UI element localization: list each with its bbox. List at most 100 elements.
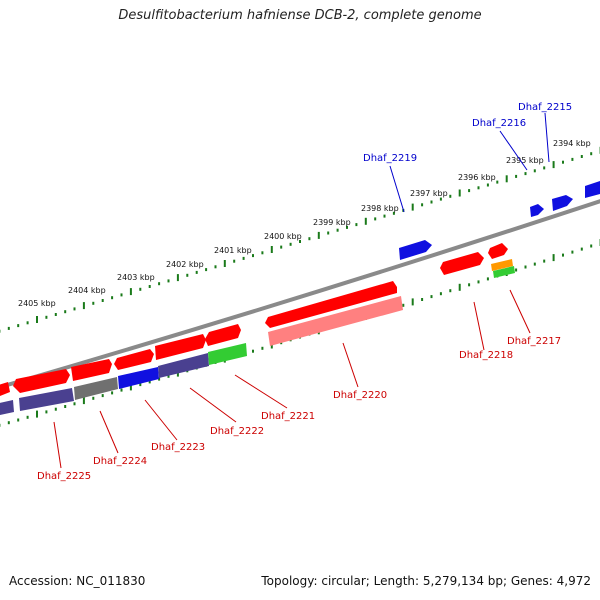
- minor-tick: [252, 254, 254, 258]
- minor-tick: [158, 377, 161, 381]
- gene-block-dhaf-2221[interactable]: [208, 343, 247, 365]
- minor-tick: [120, 293, 123, 297]
- minor-tick: [308, 237, 311, 241]
- minor-tick: [580, 247, 583, 251]
- gene-label[interactable]: Dhaf_2222: [210, 426, 264, 437]
- minor-tick: [64, 405, 67, 408]
- gene-arrow-upper-a[interactable]: [0, 382, 10, 398]
- kbp-label: 2404 kbp: [68, 286, 106, 295]
- minor-tick: [64, 310, 67, 314]
- kbp-label: 2402 kbp: [166, 260, 204, 269]
- gene-label[interactable]: Dhaf_2220: [333, 390, 387, 401]
- major-tick: [505, 175, 508, 183]
- gene-label[interactable]: Dhaf_2215: [518, 102, 572, 113]
- outer-tick-row: [0, 146, 600, 333]
- callout-line: [189, 387, 237, 423]
- kbp-label: 2397 kbp: [410, 189, 448, 198]
- minor-tick: [73, 307, 76, 311]
- minor-tick: [590, 244, 593, 248]
- genome-backbone: [0, 199, 600, 390]
- minor-tick: [486, 183, 489, 187]
- genome-title: Desulfitobacterium hafniense DCB-2, comp…: [118, 8, 482, 23]
- gene-block-dhaf-2220[interactable]: [268, 296, 403, 346]
- major-tick: [36, 410, 38, 418]
- minor-tick: [233, 259, 236, 263]
- minor-tick: [167, 279, 170, 283]
- gene-arrow-upper-b[interactable]: [13, 369, 70, 393]
- gene-arrow-dhaf-2217-fwd[interactable]: [488, 243, 508, 259]
- minor-tick: [186, 273, 189, 277]
- minor-tick: [205, 268, 208, 272]
- gene-arrow-dhaf-2215[interactable]: [585, 181, 600, 198]
- gene-label[interactable]: Dhaf_2217: [507, 336, 561, 347]
- accession-text: Accession: NC_011830: [9, 574, 146, 588]
- gene-block-dhaf-2222[interactable]: [158, 353, 209, 378]
- gene-label[interactable]: Dhaf_2221: [261, 411, 315, 422]
- kbp-label: 2399 kbp: [313, 218, 351, 227]
- minor-tick: [299, 240, 301, 243]
- forward-strand-genes: [0, 181, 600, 398]
- minor-tick: [392, 211, 395, 215]
- kbp-label: 2405 kbp: [18, 299, 56, 308]
- minor-tick: [54, 313, 57, 316]
- minor-tick: [439, 197, 442, 201]
- minor-tick: [54, 407, 57, 411]
- minor-tick: [26, 321, 29, 325]
- minor-tick: [515, 174, 518, 178]
- minor-tick: [101, 394, 104, 398]
- major-tick: [364, 217, 367, 225]
- callout-line: [342, 342, 359, 388]
- callout-line: [499, 130, 528, 171]
- minor-tick: [92, 396, 95, 400]
- minor-tick: [543, 259, 546, 263]
- callout-line: [473, 301, 485, 351]
- gene-block-dhaf-2224[interactable]: [74, 377, 118, 400]
- kbp-scale: 2394 kbp 2395 kbp 2396 kbp 2397 kbp 2398…: [18, 139, 591, 308]
- minor-tick: [496, 180, 499, 184]
- gene-arrow-upper-d[interactable]: [114, 349, 154, 370]
- minor-tick: [45, 315, 48, 319]
- gene-arrow-dhaf-2219[interactable]: [399, 240, 432, 260]
- gene-arrow-dhaf-2220-fwd[interactable]: [265, 281, 397, 328]
- gene-block-dhaf-2217-green[interactable]: [493, 266, 515, 278]
- minor-tick: [280, 245, 283, 249]
- gene-arrow-dhaf-2218-fwd[interactable]: [440, 252, 484, 275]
- gene-block-dhaf-2223[interactable]: [118, 367, 159, 389]
- major-tick: [270, 246, 273, 253]
- minor-tick: [139, 287, 142, 291]
- minor-tick: [336, 228, 339, 232]
- gene-label[interactable]: Dhaf_2225: [37, 471, 91, 482]
- gene-block-a[interactable]: [0, 400, 14, 416]
- gene-arrow-upper-f[interactable]: [205, 324, 241, 346]
- gene-arrow-dhaf-2216[interactable]: [552, 195, 573, 211]
- minor-tick: [26, 415, 29, 419]
- gene-arrow-upper-c[interactable]: [71, 359, 112, 381]
- minor-tick: [355, 223, 358, 227]
- minor-tick: [92, 301, 95, 305]
- gene-block-dhaf-2225[interactable]: [19, 388, 74, 411]
- kbp-label: 2396 kbp: [458, 173, 496, 182]
- major-tick: [458, 283, 461, 291]
- minor-tick: [524, 172, 527, 176]
- gene-label[interactable]: Dhaf_2224: [93, 456, 147, 467]
- major-tick: [36, 316, 38, 323]
- minor-tick: [468, 283, 471, 287]
- gene-label[interactable]: Dhaf_2219: [363, 153, 417, 164]
- minor-tick: [111, 391, 114, 395]
- gene-label[interactable]: Dhaf_2216: [472, 118, 526, 129]
- gene-label[interactable]: Dhaf_2218: [459, 350, 513, 361]
- callout-line: [234, 374, 288, 409]
- gene-arrow-upper-e[interactable]: [155, 334, 206, 360]
- kbp-label: 2403 kbp: [117, 273, 155, 282]
- gene-block-dhaf-2217-orange[interactable]: [491, 259, 513, 271]
- gene-label[interactable]: Dhaf_2223: [151, 442, 205, 453]
- minor-tick: [421, 203, 424, 207]
- minor-tick: [477, 280, 480, 284]
- gene-arrow-dhaf-2216b[interactable]: [530, 204, 544, 217]
- kbp-label: 2395 kbp: [506, 156, 544, 165]
- minor-tick: [111, 296, 114, 300]
- callout-line: [509, 289, 531, 334]
- genome-summary-text: Topology: circular; Length: 5,279,134 bp…: [261, 574, 591, 588]
